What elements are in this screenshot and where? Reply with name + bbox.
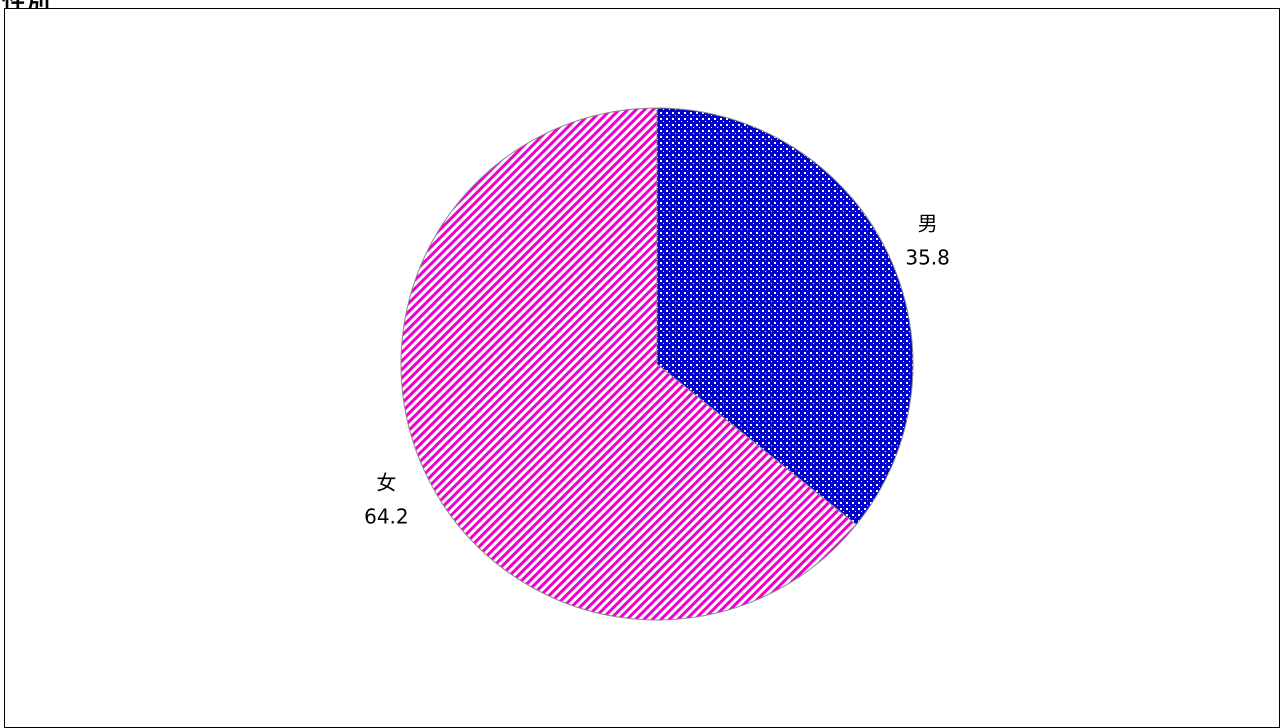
slice-category-label: 男 [918,212,938,236]
pie-slice-male [656,107,914,526]
pie-labels: 男 35.8 女 64.2 [364,212,950,529]
pie-chart: 男 35.8 女 64.2 [364,107,950,621]
pie-slices [400,107,914,621]
slice-value-label: 64.2 [364,504,409,528]
pie-slice-female [400,107,857,621]
slice-category-label: 女 [376,470,396,494]
slice-value-label: 35.8 [905,246,950,270]
chart-frame: 男 35.8 女 64.2 [4,8,1280,728]
